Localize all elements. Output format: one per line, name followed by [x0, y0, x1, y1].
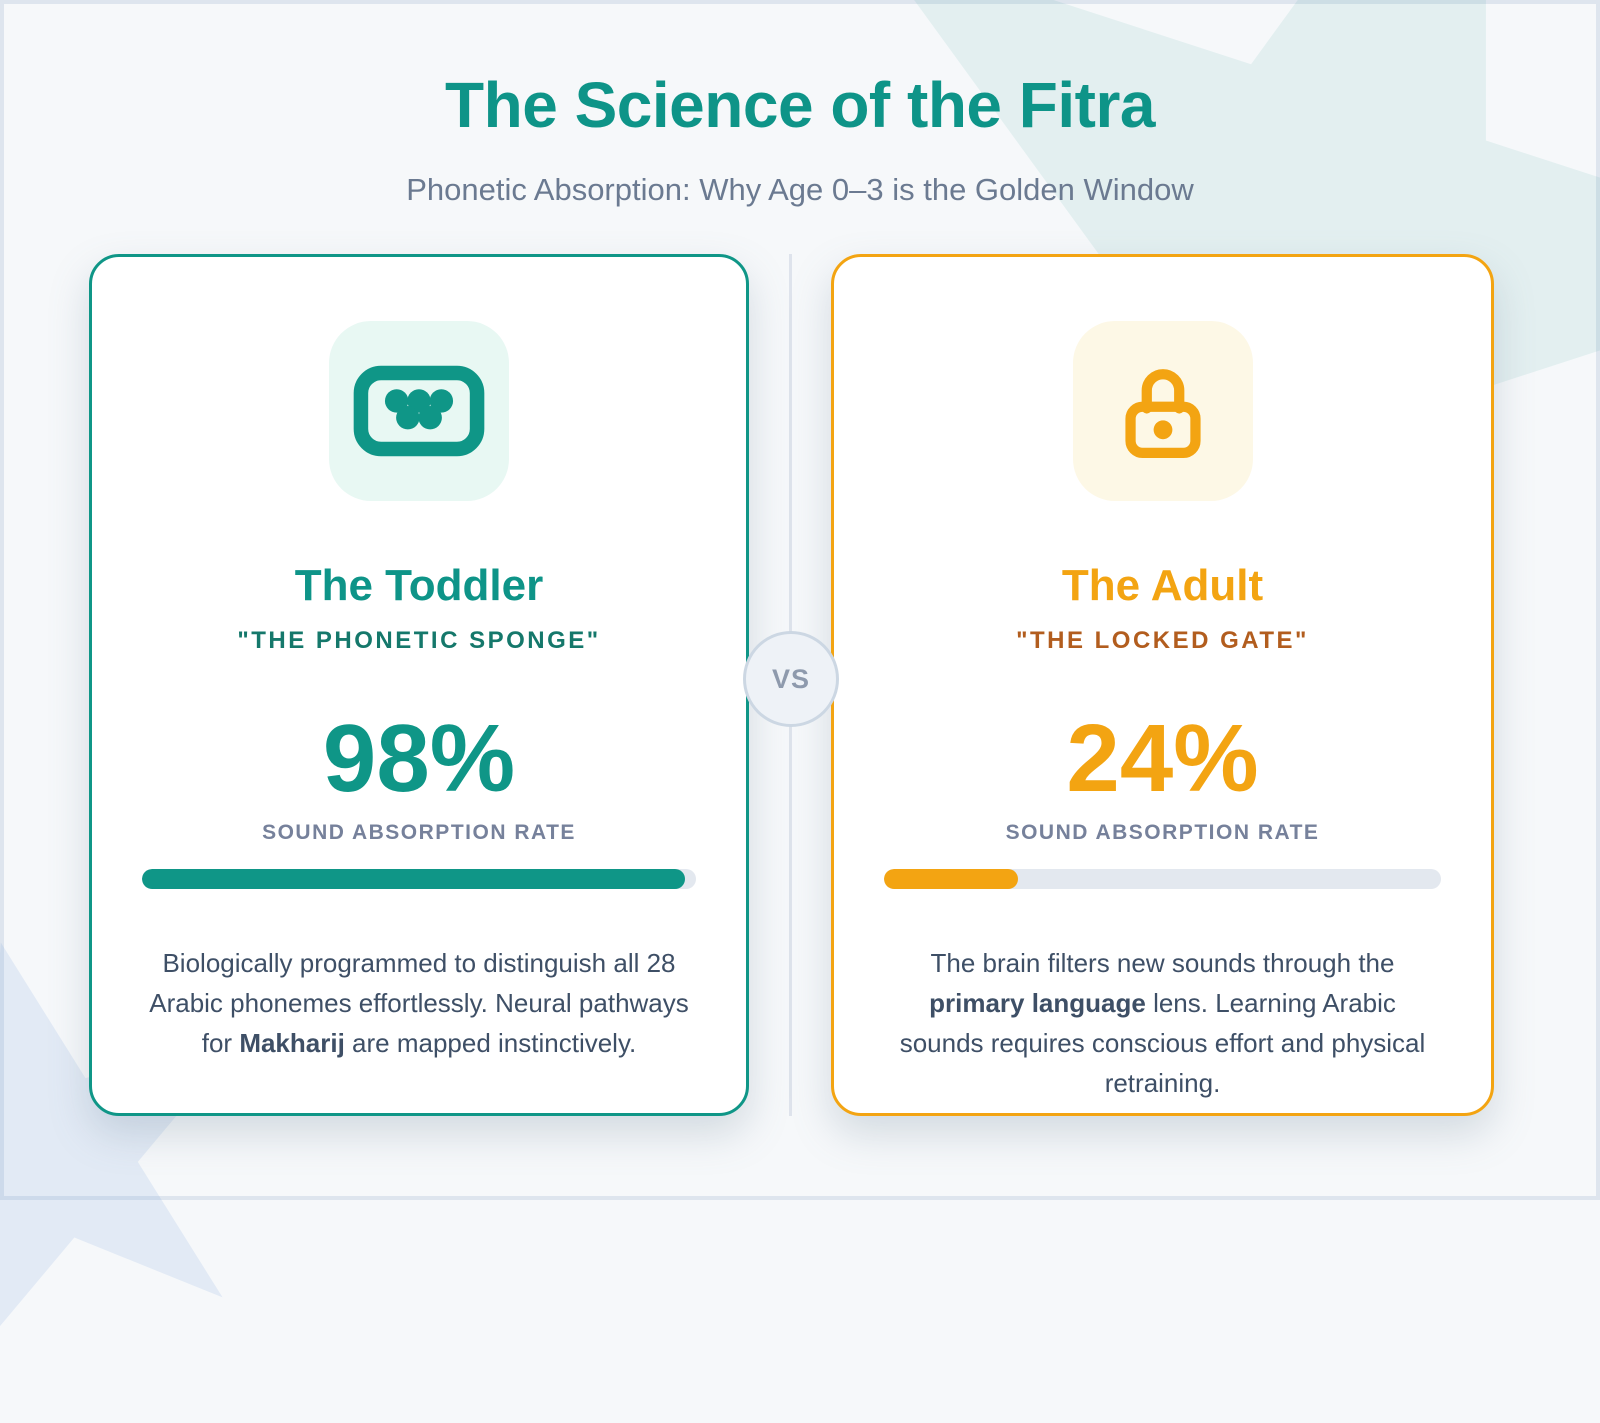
- toddler-progress-fill: [142, 869, 685, 889]
- page-subtitle: Phonetic Absorption: Why Age 0–3 is the …: [406, 172, 1194, 207]
- vs-badge: VS: [743, 631, 839, 727]
- adult-card: The Adult "THE LOCKED GATE" 24% SOUND AB…: [831, 254, 1494, 1116]
- toddler-percent-value: 98%: [322, 705, 516, 812]
- page-title: The Science of the Fitra: [445, 69, 1155, 141]
- toddler-progress-bar: [142, 869, 696, 889]
- adult-stat-label: SOUND ABSORPTION RATE: [1005, 821, 1320, 844]
- toddler-description-before: Biologically programmed to distinguish a…: [149, 948, 689, 1058]
- toddler-card-quote: "THE PHONETIC SPONGE": [237, 627, 601, 654]
- toddler-description-after: are mapped instinctively.: [344, 1028, 637, 1058]
- toddler-icon-tile: [329, 321, 509, 501]
- infographic-page: { "header": { "title": "The Science of t…: [0, 0, 1600, 1360]
- toddler-card-title: The Toddler: [294, 561, 544, 610]
- sponge-icon: [353, 365, 485, 457]
- adult-progress-bar: [884, 869, 1441, 889]
- adult-description-before: The brain filters new sounds through the: [930, 948, 1395, 978]
- adult-progress-fill: [884, 869, 1018, 889]
- toddler-description: Biologically programmed to distinguish a…: [140, 943, 698, 1063]
- comparison-section: The Toddler "THE PHONETIC SPONGE" 98% SO…: [89, 254, 1494, 1116]
- adult-card-quote: "THE LOCKED GATE": [1016, 627, 1309, 654]
- adult-description-bold: primary language: [929, 988, 1146, 1018]
- lock-icon: [1124, 369, 1201, 458]
- toddler-description-bold: Makharij: [239, 1028, 345, 1058]
- adult-percent-value: 24%: [1066, 705, 1259, 812]
- adult-icon-tile: [1072, 321, 1253, 501]
- toddler-card: The Toddler "THE PHONETIC SPONGE" 98% SO…: [89, 254, 749, 1116]
- header: The Science of the Fitra Phonetic Absorp…: [4, 68, 1596, 208]
- toddler-stat-label: SOUND ABSORPTION RATE: [262, 821, 576, 844]
- adult-description: The brain filters new sounds through the…: [882, 943, 1443, 1103]
- adult-card-title: The Adult: [1061, 561, 1264, 610]
- adult-description-after: lens. Learning Arabic sounds requires co…: [899, 988, 1426, 1098]
